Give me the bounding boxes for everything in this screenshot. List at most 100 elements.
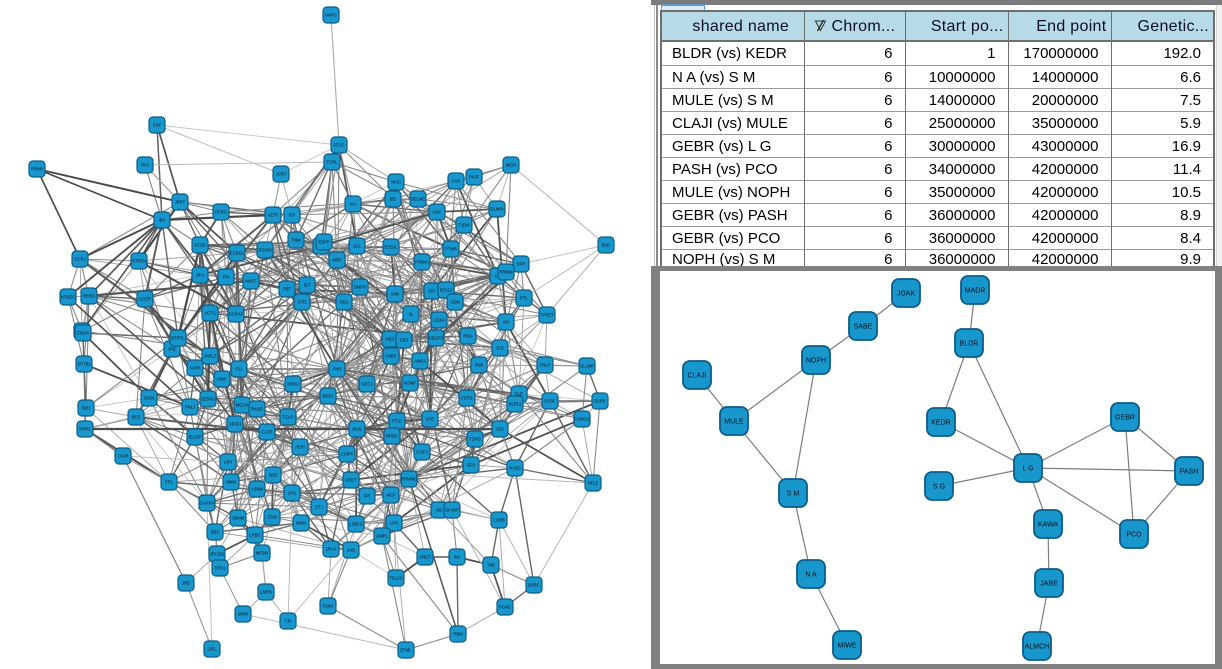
- svg-text:PTJJ: PTJJ: [392, 419, 402, 424]
- svg-text:SABE: SABE: [854, 324, 873, 331]
- svg-text:TIFA: TIFA: [141, 163, 150, 168]
- svg-text:SCRF: SCRF: [544, 399, 556, 404]
- svg-text:IANF: IANF: [217, 377, 227, 382]
- svg-text:GLLMF: GLLMF: [580, 364, 594, 369]
- svg-text:NEDT: NEDT: [345, 478, 357, 483]
- svg-text:FRI: FRI: [223, 275, 230, 280]
- svg-text:ACTG: ACTG: [204, 311, 216, 316]
- svg-text:TJII: TJII: [285, 619, 292, 624]
- svg-text:JOAK: JOAK: [897, 291, 916, 298]
- svg-text:KAWA: KAWA: [1038, 522, 1058, 529]
- svg-text:JRCDG: JRCDG: [210, 552, 224, 557]
- svg-text:IESDP: IESDP: [189, 435, 202, 440]
- svg-text:JTAB: JTAB: [267, 515, 277, 520]
- svg-text:IDT: IDT: [304, 283, 311, 288]
- svg-text:CAP: CAP: [452, 179, 461, 184]
- svg-text:BSRC: BSRC: [528, 583, 540, 588]
- svg-text:INJ: INJ: [454, 555, 460, 560]
- svg-text:JJFL: JJFL: [207, 647, 217, 652]
- svg-text:JRB: JRB: [182, 581, 190, 586]
- svg-text:NTE: NTE: [426, 417, 435, 422]
- svg-text:NCIC: NCIC: [391, 180, 401, 185]
- svg-text:MPM: MPM: [238, 612, 248, 617]
- svg-text:JSG: JSG: [496, 427, 504, 432]
- svg-text:JPE: JPE: [168, 347, 176, 352]
- svg-text:BTRTL: BTRTL: [171, 336, 185, 341]
- svg-text:MFBM: MFBM: [256, 551, 269, 556]
- svg-text:JMJL: JMJL: [352, 427, 363, 432]
- svg-text:NASC: NASC: [509, 466, 521, 471]
- svg-text:MCF: MCF: [386, 493, 396, 498]
- svg-text:ANET: ANET: [419, 555, 431, 560]
- svg-text:KEDR: KEDR: [931, 420, 950, 427]
- svg-text:BCE: BCE: [132, 415, 141, 420]
- svg-text:NTBGC: NTBGC: [61, 295, 76, 300]
- svg-text:PTMR: PTMR: [445, 247, 457, 252]
- svg-text:AJIC: AJIC: [432, 210, 441, 215]
- svg-text:EFML: EFML: [400, 648, 412, 653]
- svg-text:SCSD: SCSD: [194, 243, 206, 248]
- svg-text:ECDGL: ECDGL: [230, 251, 245, 256]
- svg-text:LSBFG: LSBFG: [349, 522, 363, 527]
- svg-text:ENT: ENT: [153, 123, 162, 128]
- svg-text:RRMM: RRMM: [499, 270, 513, 275]
- svg-text:API: API: [503, 320, 510, 325]
- svg-text:JIGA: JIGA: [339, 300, 349, 305]
- svg-text:ETJ: ETJ: [315, 505, 322, 510]
- svg-text:CLAJI: CLAJI: [687, 373, 706, 380]
- svg-text:TPFET: TPFET: [540, 313, 554, 318]
- svg-text:LDJAI: LDJAI: [433, 318, 444, 323]
- svg-text:IST: IST: [289, 213, 296, 218]
- svg-text:PRNN: PRNN: [31, 167, 43, 172]
- svg-text:MIWE: MIWE: [837, 643, 856, 650]
- svg-text:S M: S M: [787, 491, 800, 498]
- svg-text:SELME: SELME: [411, 197, 425, 202]
- svg-text:NMM: NMM: [226, 480, 237, 485]
- svg-text:AERI: AERI: [295, 445, 305, 450]
- svg-text:GIIBP: GIIBP: [385, 354, 396, 359]
- svg-text:NNCF: NNCF: [245, 279, 257, 284]
- svg-text:ECBJL: ECBJL: [384, 245, 398, 250]
- svg-text:SDD: SDD: [269, 473, 278, 478]
- svg-text:MSM: MSM: [296, 521, 306, 526]
- svg-text:JIFA: JIFA: [196, 273, 205, 278]
- svg-text:DLMIN: DLMIN: [490, 207, 503, 212]
- svg-text:PCNC: PCNC: [499, 605, 511, 610]
- svg-text:NEMJ: NEMJ: [287, 382, 298, 387]
- svg-text:FNR: FNR: [333, 367, 342, 372]
- svg-text:RERG: RERG: [83, 294, 95, 299]
- svg-text:NJPR: NJPR: [190, 366, 201, 371]
- svg-text:DFR: DFR: [517, 262, 526, 267]
- svg-text:IIL: IIL: [409, 312, 414, 317]
- svg-text:PCO: PCO: [1126, 532, 1142, 539]
- svg-text:PASH: PASH: [1180, 469, 1199, 476]
- svg-text:DGGM: DGGM: [258, 248, 272, 253]
- svg-text:SBMM: SBMM: [232, 516, 245, 521]
- svg-text:CSIPF: CSIPF: [341, 452, 354, 457]
- svg-text:DMFR: DMFR: [354, 285, 366, 290]
- svg-text:JJFDJ: JJFDJ: [229, 422, 241, 427]
- svg-text:TNLP: TNLP: [540, 363, 551, 368]
- svg-text:GNARA: GNARA: [200, 501, 215, 506]
- svg-text:S G: S G: [933, 484, 945, 491]
- svg-text:PNLJ: PNLJ: [185, 405, 195, 410]
- svg-text:TCRL: TCRL: [327, 160, 339, 165]
- svg-text:LMRS: LMRS: [260, 590, 272, 595]
- svg-text:MGCN: MGCN: [236, 403, 249, 408]
- svg-text:EBLM: EBLM: [77, 331, 89, 336]
- svg-text:GMPL: GMPL: [376, 534, 389, 539]
- svg-text:JEF: JEF: [428, 289, 436, 294]
- svg-text:MRPL: MRPL: [79, 427, 91, 432]
- svg-text:GFANP: GFANP: [445, 508, 459, 513]
- svg-text:IEGSJ: IEGSJ: [440, 288, 452, 293]
- svg-text:DBGFS: DBGFS: [429, 336, 444, 341]
- svg-text:PTL: PTL: [520, 296, 528, 301]
- svg-text:AIA: AIA: [350, 202, 357, 207]
- svg-text:JCRT: JCRT: [276, 172, 287, 177]
- svg-text:SPTBJ: SPTBJ: [77, 362, 90, 367]
- svg-text:JABE: JABE: [1040, 581, 1058, 588]
- svg-text:GSN: GSN: [450, 300, 459, 305]
- svg-text:MIN: MIN: [391, 292, 399, 297]
- svg-text:NOPH: NOPH: [806, 358, 826, 365]
- svg-text:LRBC: LRBC: [249, 533, 260, 538]
